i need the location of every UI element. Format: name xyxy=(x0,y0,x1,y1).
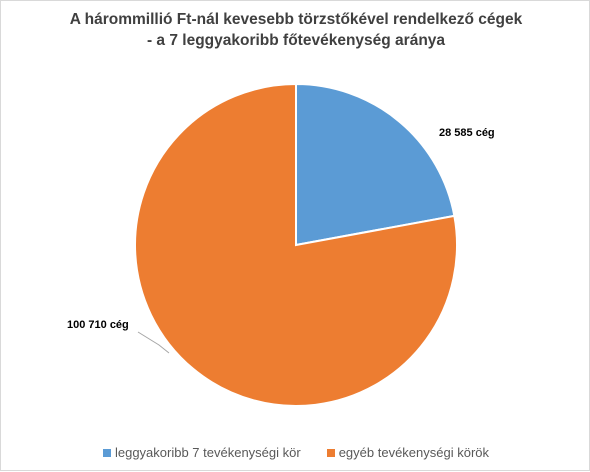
legend: leggyakoribb 7 tevékenységi kör egyéb te… xyxy=(1,445,590,460)
legend-swatch-top7 xyxy=(102,448,111,457)
pie-slice-top7 xyxy=(295,82,456,247)
data-label-top7: 28 585 cég xyxy=(439,127,495,139)
legend-swatch-other xyxy=(326,448,335,457)
legend-label-other: egyéb tevékenységi körök xyxy=(338,445,490,460)
chart-title: A hárommillió Ft-nál kevesebb törzstőkév… xyxy=(1,9,590,51)
legend-item-top7: leggyakoribb 7 tevékenységi kör xyxy=(102,445,301,460)
legend-item-other: egyéb tevékenységi körök xyxy=(326,445,490,460)
chart-title-line-1: A hárommillió Ft-nál kevesebb törzstőkév… xyxy=(69,11,523,28)
data-label-other: 100 710 cég xyxy=(67,319,129,331)
leader-line-other xyxy=(137,331,170,354)
pie-slice-other xyxy=(134,82,458,407)
legend-label-top7: leggyakoribb 7 tevékenységi kör xyxy=(114,445,301,460)
chart-title-line-2: - a 7 leggyakoribb főtevékenység aránya xyxy=(146,32,446,49)
